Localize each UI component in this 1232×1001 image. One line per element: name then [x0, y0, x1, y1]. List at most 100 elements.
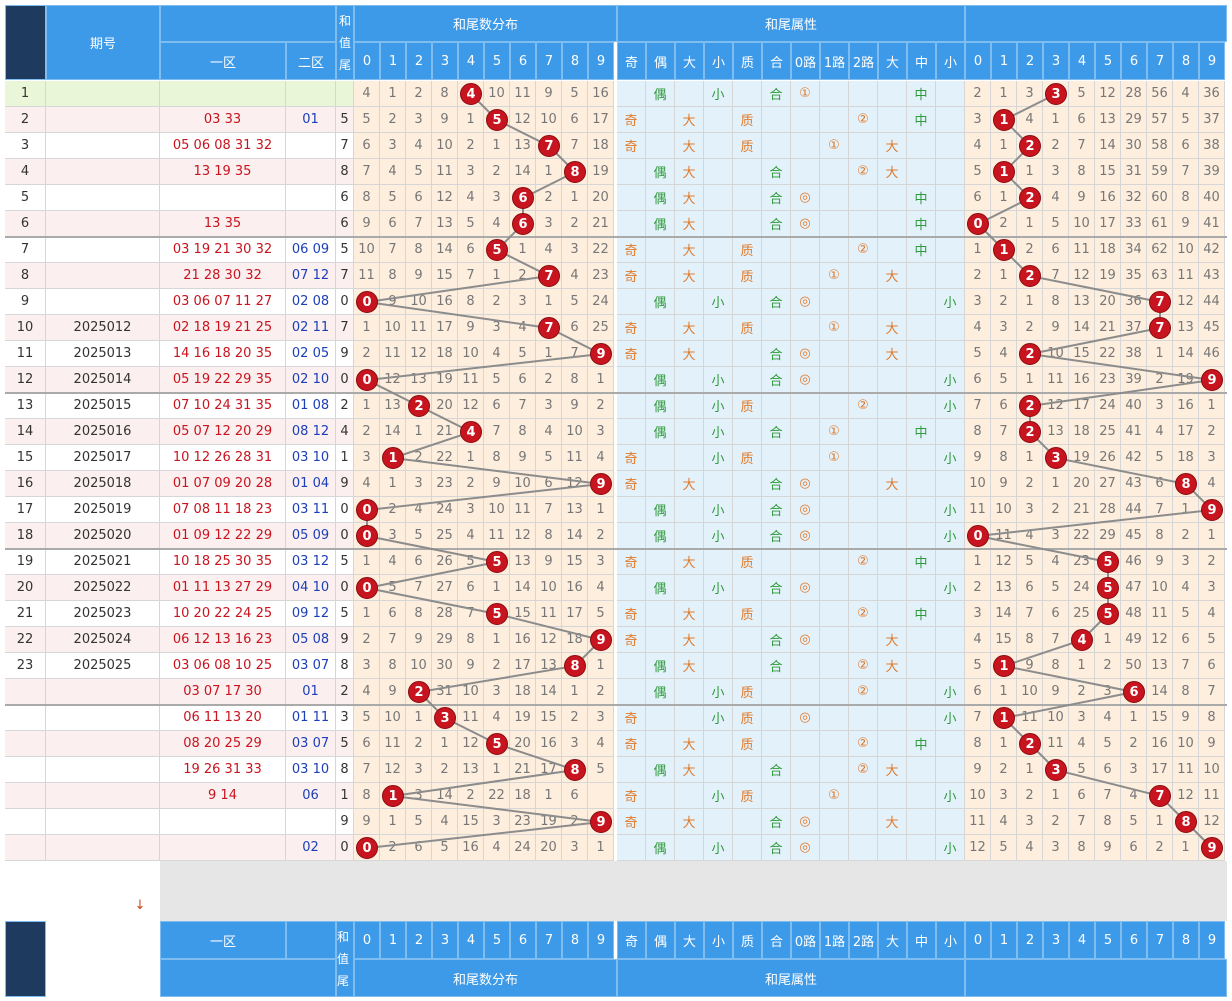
- attr-cell: 合: [762, 81, 791, 107]
- trail-cell: 7: [1095, 783, 1121, 809]
- trail-ball: 8: [1175, 811, 1197, 833]
- attr-cell: 大: [675, 211, 704, 237]
- attr-cell: ②: [849, 549, 878, 575]
- dist-cell: 8: [484, 445, 510, 471]
- zone1-numbers: 06 11 13 20: [160, 705, 286, 731]
- sum-tail-value: 0: [336, 367, 354, 393]
- sum-tail-value: 1: [336, 445, 354, 471]
- attr-header: 偶: [646, 42, 675, 80]
- attr-cell: [704, 133, 733, 159]
- attr-cell: 中: [907, 81, 936, 107]
- footer-trail-digit: 6: [1121, 921, 1147, 959]
- dist-cell: 8: [432, 81, 458, 107]
- dist-ball: 7: [538, 265, 560, 287]
- dist-cell: 11: [562, 445, 588, 471]
- trail-cell: 61: [1147, 211, 1173, 237]
- period-cell: [46, 783, 160, 809]
- attr-cell: [762, 393, 791, 419]
- attr-cell: 大: [878, 653, 907, 679]
- attr-cell: 小: [704, 497, 733, 523]
- attr-cell: 大: [878, 809, 907, 835]
- dist-cell: 7: [406, 575, 432, 601]
- dist-cell: 19: [432, 367, 458, 393]
- dist-cell: 1: [562, 679, 588, 705]
- attr-cell: [849, 809, 878, 835]
- trail-cell: 33: [1121, 211, 1147, 237]
- sum-tail-value: 6: [336, 211, 354, 237]
- attr-cell: 合: [762, 835, 791, 861]
- attr-cell: [675, 497, 704, 523]
- row-index: [5, 783, 46, 809]
- footer-zone2-blank: [286, 921, 336, 959]
- zone1-numbers: 01 11 13 27 29: [160, 575, 286, 601]
- dist-cell: 8: [354, 185, 380, 211]
- dist-ball: 1: [382, 447, 404, 469]
- attr-cell: [733, 471, 762, 497]
- dist-cell: 3: [484, 185, 510, 211]
- row-index: [5, 705, 46, 731]
- dist-cell: 2: [588, 679, 614, 705]
- trail-cell: 42: [1199, 237, 1225, 263]
- attr-cell: [646, 341, 675, 367]
- attr-cell: 大: [878, 341, 907, 367]
- trail-cell: 7: [965, 705, 991, 731]
- dist-cell: 7: [380, 237, 406, 263]
- attr-cell: [820, 211, 849, 237]
- trail-ball: 1: [993, 109, 1015, 131]
- attr-cell: [849, 497, 878, 523]
- dist-cell: 2: [484, 653, 510, 679]
- zone2-numbers: 09 12: [286, 601, 336, 627]
- dist-cell: 16: [432, 289, 458, 315]
- row-index: 23: [5, 653, 46, 679]
- trail-cell: 2: [965, 81, 991, 107]
- attr-cell: [849, 523, 878, 549]
- attr-cell: [849, 705, 878, 731]
- attr-cell: 偶: [646, 679, 675, 705]
- attr-cell: [907, 653, 936, 679]
- trail-cell: 14: [1147, 679, 1173, 705]
- attr-cell: [646, 133, 675, 159]
- attr-cell: [849, 445, 878, 471]
- attr-cell: [907, 705, 936, 731]
- dist-cell: 9: [432, 107, 458, 133]
- scroll-down-icon[interactable]: ↓: [134, 897, 146, 913]
- attr-cell: 小: [704, 445, 733, 471]
- trail-cell: 24: [1069, 575, 1095, 601]
- dist-cell: 6: [536, 471, 562, 497]
- dist-cell: 9: [380, 679, 406, 705]
- dist-cell: 10: [406, 289, 432, 315]
- attr-cell: 小: [704, 393, 733, 419]
- dist-digit-header: 6: [510, 42, 536, 80]
- sum-tail-value: 0: [336, 575, 354, 601]
- dist-cell: 19: [536, 809, 562, 835]
- dist-cell: 12: [406, 341, 432, 367]
- row-index: 4: [5, 159, 46, 185]
- attr-cell: ②: [849, 731, 878, 757]
- dist-cell: 4: [354, 679, 380, 705]
- trail-cell: 2: [1121, 731, 1147, 757]
- attr-cell: [704, 237, 733, 263]
- dist-cell: 2: [510, 263, 536, 289]
- attr-cell: [791, 731, 820, 757]
- attr-cell: 小: [936, 679, 965, 705]
- trail-cell: 49: [1121, 627, 1147, 653]
- attr-cell: ①: [791, 81, 820, 107]
- dist-ball: 9: [590, 811, 612, 833]
- attr-cell: [849, 627, 878, 653]
- trail-cell: 10: [1173, 237, 1199, 263]
- period-cell: 2025012: [46, 315, 160, 341]
- attr-cell: [907, 367, 936, 393]
- zone2-numbers: [286, 133, 336, 159]
- dist-cell: 24: [588, 289, 614, 315]
- trail-cell: 9: [1173, 211, 1199, 237]
- sum-tail-value: 0: [336, 289, 354, 315]
- dist-cell: 8: [406, 237, 432, 263]
- trail-cell: 2: [965, 263, 991, 289]
- dist-cell: 4: [588, 575, 614, 601]
- dist-cell: 3: [354, 653, 380, 679]
- attr-cell: ②: [849, 757, 878, 783]
- trail-cell: 38: [1121, 341, 1147, 367]
- attr-header: 0路: [791, 42, 820, 80]
- attr-cell: [704, 107, 733, 133]
- attr-cell: [907, 445, 936, 471]
